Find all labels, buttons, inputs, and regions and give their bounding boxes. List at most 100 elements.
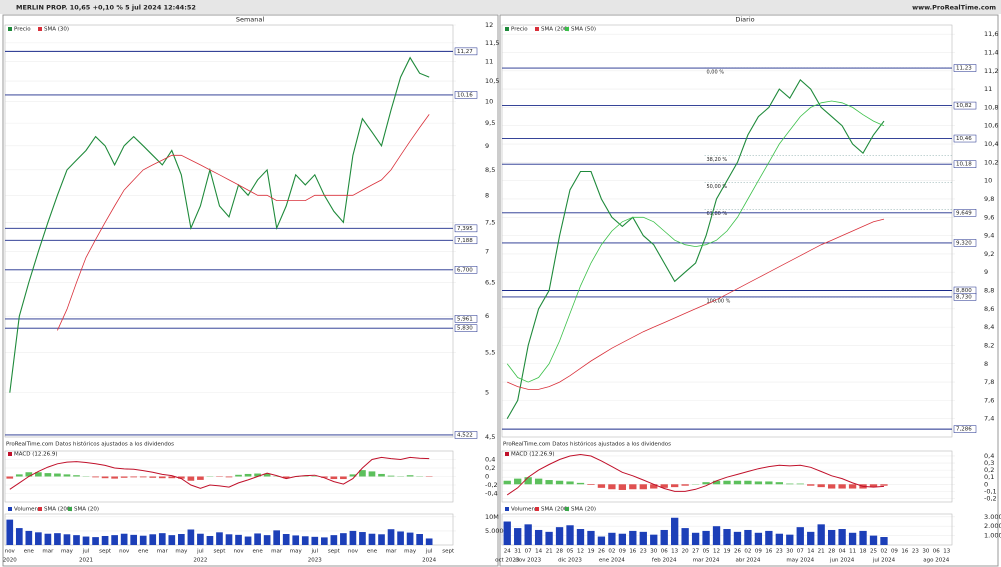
y-tick-label: 2.000k (984, 522, 1001, 530)
level-label: 10,18 (956, 162, 972, 168)
histogram-bar (6, 476, 14, 479)
histogram-bar (111, 476, 118, 479)
y-tick-label: 9,5 (485, 119, 495, 127)
legend-swatch (505, 507, 509, 511)
legend-label: SMA (200) (44, 507, 73, 513)
y-tick-label: 6 (485, 312, 489, 320)
level-label: 6,700 (457, 267, 473, 273)
y-tick-label: 0,1 (984, 473, 994, 481)
level-box (454, 91, 478, 99)
volume-bar (349, 530, 357, 545)
level-label: 7,286 (956, 427, 972, 433)
x-tick-label: ene (367, 549, 378, 555)
legend-label: MACD (12.26.9) (14, 452, 58, 458)
x-tick-label: jul (425, 549, 433, 555)
histogram-bar (349, 474, 357, 477)
volume-bar (660, 529, 668, 545)
histogram-bar (197, 476, 204, 480)
volume-bar (712, 526, 721, 545)
histogram-bar (282, 476, 290, 479)
histogram-bar (671, 484, 679, 488)
histogram-bar (639, 484, 647, 490)
y-tick-label: -0,2 (984, 494, 997, 502)
histogram-bar (130, 476, 138, 478)
legend-label: SMA (200) (541, 27, 570, 33)
y-tick-label: 11,2 (984, 67, 998, 75)
x-tick-label: 16 (629, 549, 636, 555)
legend-label: Precio (511, 27, 528, 33)
series-line (506, 79, 885, 419)
level-box (454, 236, 478, 245)
histogram-bar (807, 484, 815, 486)
series-line (506, 453, 885, 496)
volume-bar (416, 534, 423, 545)
volume-bar (139, 535, 147, 545)
x-tick-label: 18 (860, 549, 867, 555)
volume-bar (254, 533, 261, 545)
volume-bar (702, 530, 710, 545)
histogram-bar (817, 484, 825, 488)
y-tick-label: 11 (984, 85, 992, 93)
x-tick-label: 25 (870, 549, 877, 555)
volume-bar (744, 529, 752, 545)
volume-bar (82, 536, 90, 545)
legend-swatch (565, 507, 569, 511)
level-label: 11,27 (457, 49, 473, 55)
volume-bar (691, 532, 700, 545)
y-tick-label: 7,6 (984, 396, 994, 404)
y-tick-label: 9,6 (984, 213, 994, 221)
panel-border (501, 24, 953, 438)
x-tick-label: 16 (901, 549, 908, 555)
x-tick-label: mar (271, 549, 283, 555)
level-box (953, 239, 977, 247)
volume-bar (723, 529, 731, 545)
legend-label: SMA (50) (571, 27, 596, 33)
volume-bar (555, 527, 564, 545)
x-tick-label: 11 (849, 549, 856, 555)
x-tick-label: nov (348, 549, 359, 555)
volume-bar (378, 534, 385, 545)
y-tick-label: 0,4 (984, 452, 994, 460)
histogram-bar (235, 474, 242, 477)
histogram-bar (765, 481, 773, 485)
histogram-bar (254, 473, 261, 477)
legend-swatch (8, 27, 12, 31)
histogram-bar (827, 484, 836, 489)
volume-bar (301, 536, 309, 545)
y-tick-label: 10,6 (984, 122, 998, 130)
x-tick-label: may (404, 549, 417, 555)
histogram-bar (702, 482, 710, 485)
y-tick-label: 5,5 (485, 349, 495, 357)
histogram-bar (629, 484, 637, 490)
volume-bar (273, 530, 280, 545)
histogram-bar (244, 473, 252, 477)
legend-swatch (68, 507, 72, 511)
y-tick-label: 11,6 (984, 30, 998, 38)
histogram-bar (406, 475, 414, 477)
volume-bar (587, 530, 595, 545)
level-box (953, 425, 977, 433)
level-box (953, 160, 977, 168)
histogram-bar (754, 481, 763, 485)
volume-bar (311, 536, 319, 545)
x-tick-label: 23 (640, 549, 647, 555)
histogram-bar (139, 476, 147, 478)
level-box (953, 209, 977, 217)
histogram-bar (681, 484, 689, 486)
volume-bar (282, 534, 290, 545)
legend-label: SMA (20) (571, 507, 596, 513)
x-tick-label: 02 (880, 549, 887, 555)
x-tick-label: mar (42, 549, 54, 555)
y-tick-label: 10,8 (984, 103, 998, 111)
x-tick-label: 02 (744, 549, 751, 555)
y-tick-label: 9 (485, 142, 489, 150)
x-tick-label: 28 (556, 549, 563, 555)
y-tick-label: 7 (485, 247, 489, 255)
histogram-bar (101, 476, 109, 479)
histogram-bar (869, 484, 878, 488)
panel-border (4, 450, 454, 503)
x-tick-label: 14 (535, 549, 542, 555)
volume-bar (566, 525, 574, 545)
panel-border (4, 24, 454, 438)
level-label: 8,800 (956, 288, 972, 294)
